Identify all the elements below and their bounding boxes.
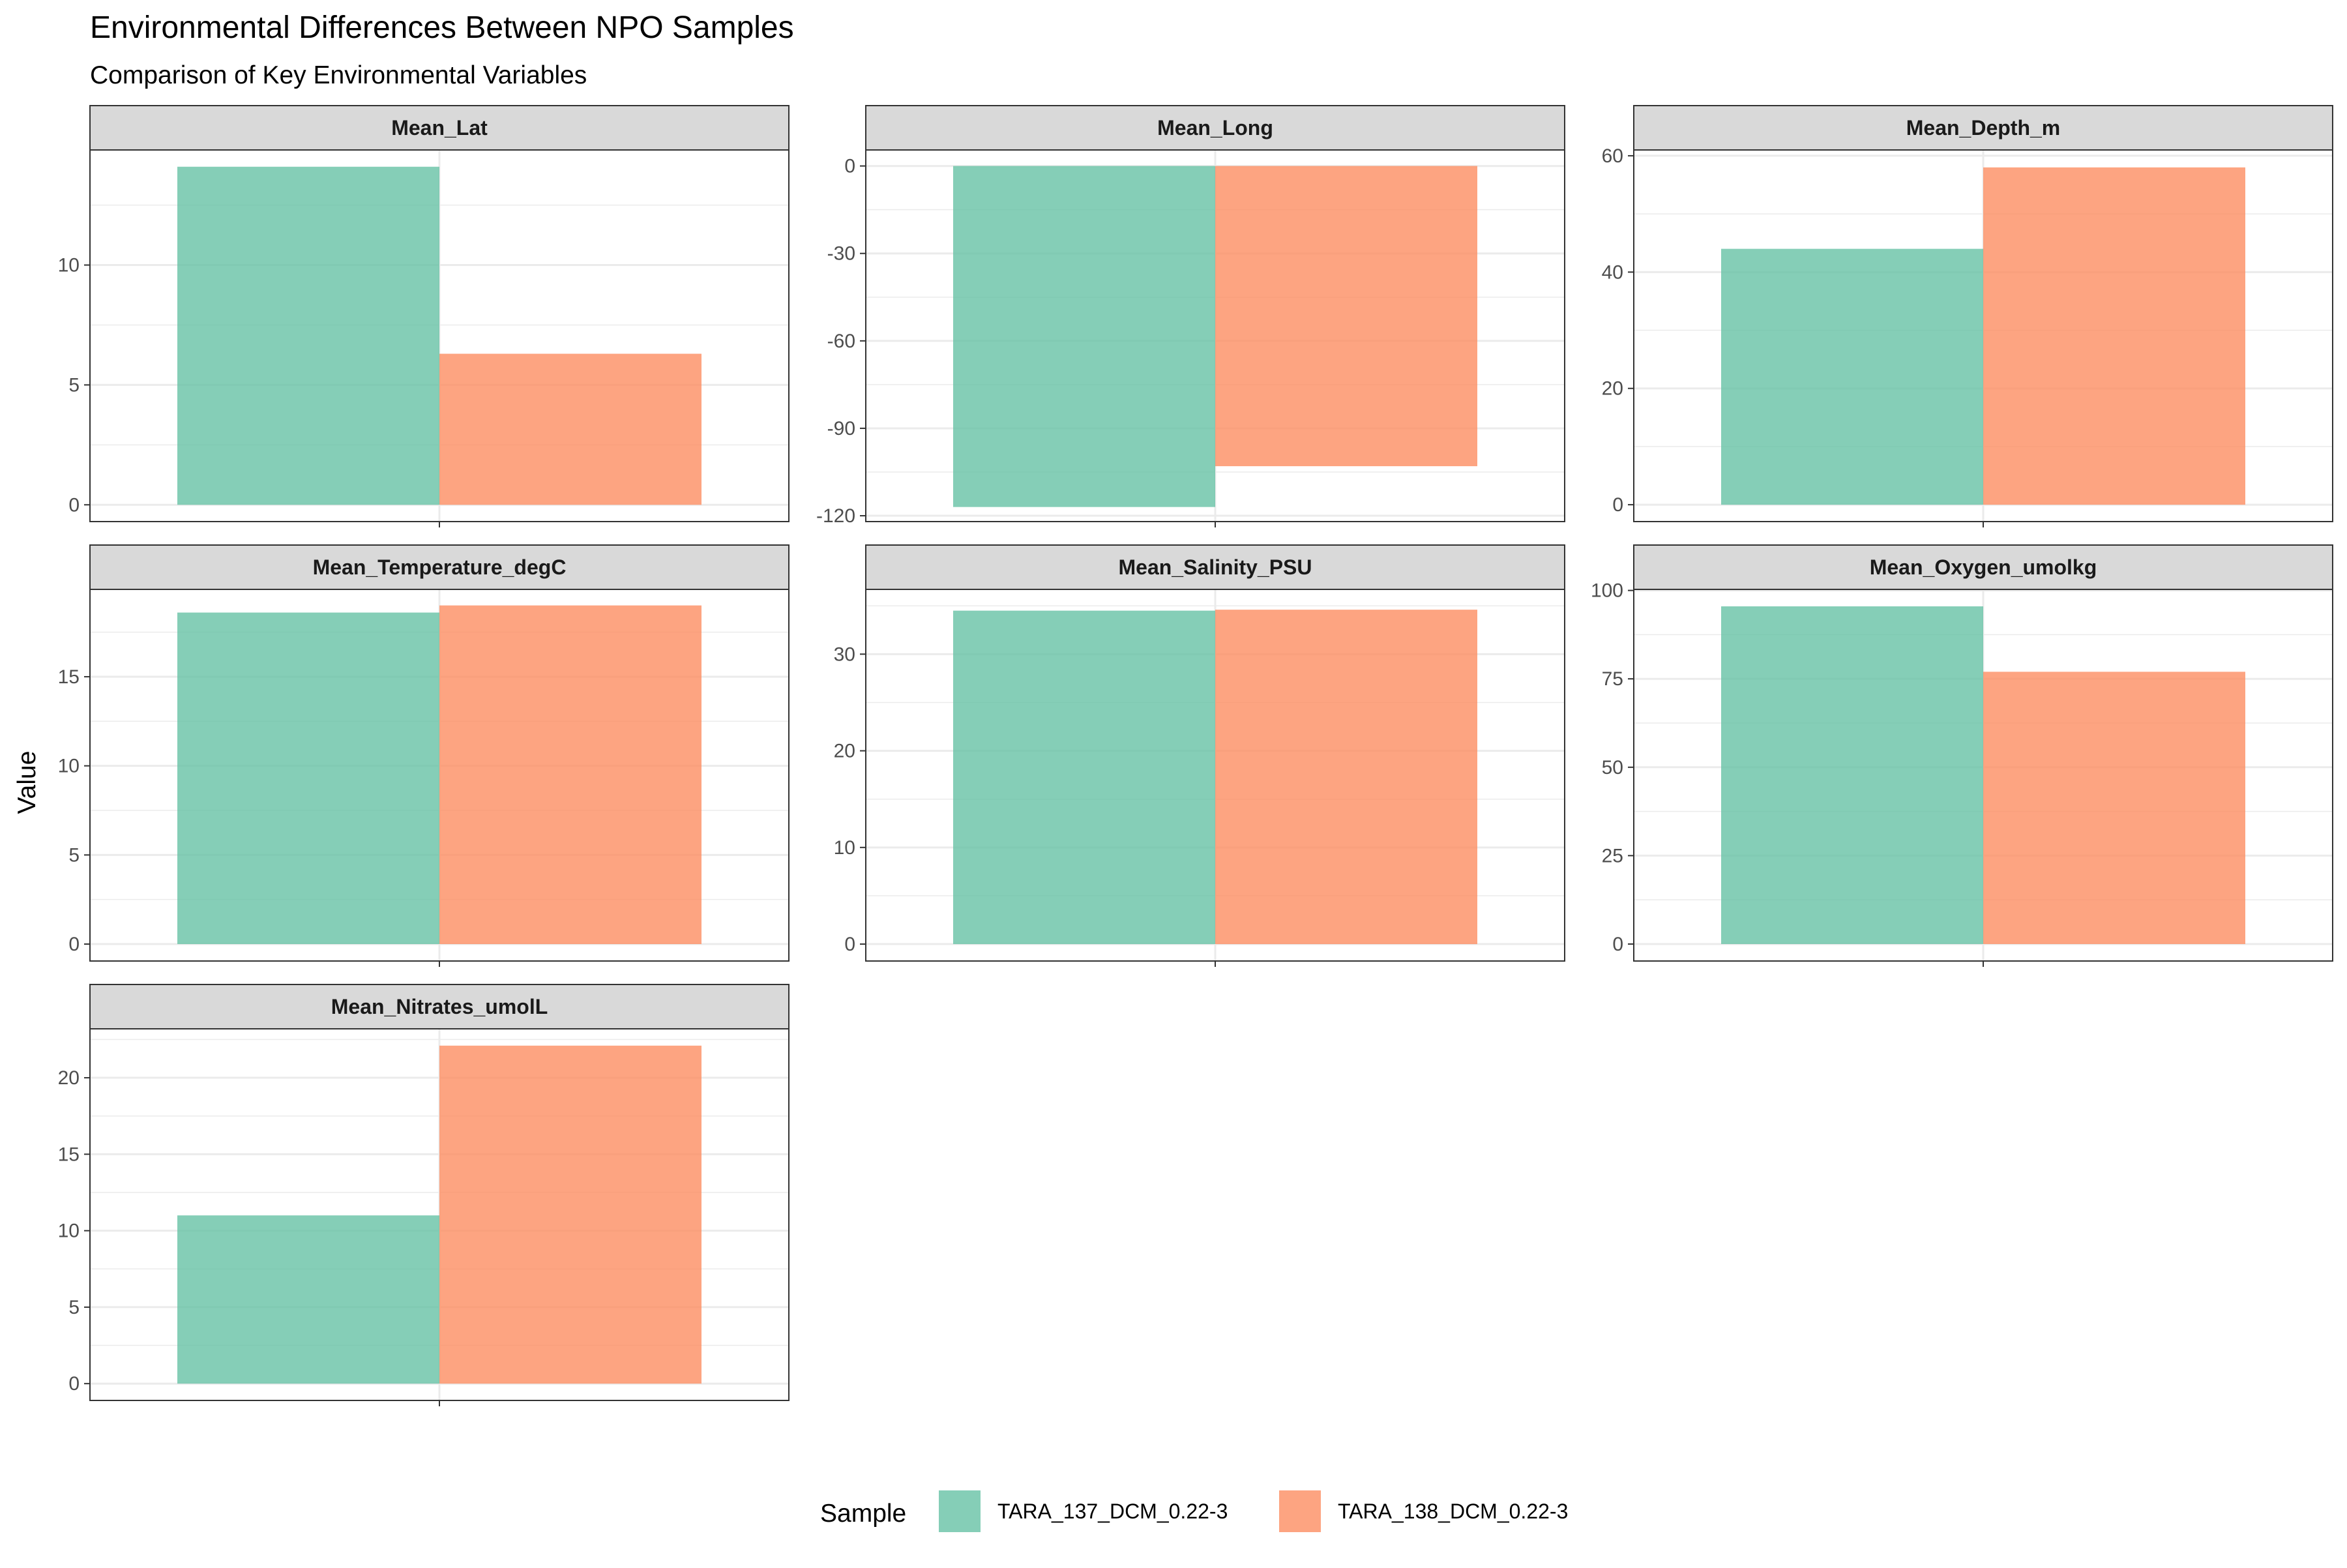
y-tick-label: 0 bbox=[844, 156, 855, 177]
bar-mean-long-tara-137 bbox=[953, 166, 1215, 507]
y-axis-label: Value bbox=[13, 751, 41, 814]
facet-strip bbox=[89, 984, 790, 1029]
bar-mean-nitrates-umoll-tara-137 bbox=[177, 1215, 439, 1384]
legend-swatch-tara-138 bbox=[1279, 1490, 1321, 1532]
facet-strip-label: Mean_Nitrates_umolL bbox=[331, 995, 548, 1018]
facet-strip-label: Mean_Lat bbox=[391, 116, 488, 140]
bar-mean-oxygen-umolkg-tara-137 bbox=[1721, 606, 1983, 944]
facet-mean-oxygen-umolkg: Mean_Oxygen_umolkg 0 25 50 75 100 bbox=[1591, 544, 2333, 967]
bar-mean-nitrates-umoll-tara-138 bbox=[439, 1045, 701, 1384]
y-tick-label: 20 bbox=[1602, 378, 1623, 400]
facet-strip bbox=[1633, 105, 2333, 151]
facet-mean-salinity-psu: Mean_Salinity_PSU 0 10 20 30 bbox=[834, 544, 1565, 967]
y-tick-label: -30 bbox=[827, 243, 855, 265]
y-tick-label: 10 bbox=[58, 756, 80, 777]
y-tick-label: -60 bbox=[827, 331, 855, 352]
bar-mean-salinity-psu-tara-137 bbox=[953, 610, 1215, 945]
bar-mean-temperature-degc-tara-138 bbox=[439, 605, 701, 945]
bar-mean-depth-m-tara-137 bbox=[1721, 248, 1983, 505]
panel-border bbox=[865, 589, 1565, 962]
facet-strip bbox=[89, 105, 790, 151]
facet-mean-long: Mean_Long -120 -90 -60 -30 0 bbox=[816, 105, 1565, 527]
y-tick-label: 20 bbox=[58, 1067, 80, 1089]
panel-border bbox=[89, 589, 790, 962]
facet-mean-nitrates-umoll: Mean_Nitrates_umolL 0 5 10 15 20 bbox=[58, 984, 790, 1406]
facet-strip-label: Mean_Depth_m bbox=[1906, 116, 2061, 140]
facet-mean-temperature-degc: Mean_Temperature_degC 0 5 10 15 bbox=[58, 544, 790, 967]
y-tick-label: 100 bbox=[1591, 580, 1623, 602]
bar-mean-depth-m-tara-138 bbox=[1983, 167, 2245, 505]
panel-border bbox=[865, 149, 1565, 522]
y-tick-label: 0 bbox=[68, 494, 80, 516]
bar-mean-oxygen-umolkg-tara-138 bbox=[1983, 672, 2245, 944]
facet-strip bbox=[865, 105, 1565, 151]
bar-mean-temperature-degc-tara-137 bbox=[177, 612, 439, 945]
y-tick-label: 40 bbox=[1602, 261, 1623, 283]
facet-strip bbox=[1633, 544, 2333, 590]
panel-border bbox=[1633, 149, 2333, 522]
y-tick-label: 30 bbox=[834, 643, 855, 665]
y-tick-label: 60 bbox=[1602, 145, 1623, 167]
bar-mean-lat-tara-138 bbox=[439, 353, 701, 505]
y-tick-label: 75 bbox=[1602, 668, 1623, 690]
facet-strip-label: Mean_Oxygen_umolkg bbox=[1870, 555, 2097, 579]
facet-strip-label: Mean_Salinity_PSU bbox=[1119, 555, 1312, 579]
legend-title: Sample bbox=[820, 1500, 906, 1528]
y-tick-label: 15 bbox=[58, 1144, 80, 1165]
chart-subtitle: Comparison of Key Environmental Variable… bbox=[90, 61, 587, 89]
y-tick-label: -90 bbox=[827, 418, 855, 439]
y-tick-label: 0 bbox=[68, 1373, 80, 1395]
bar-mean-salinity-psu-tara-138 bbox=[1215, 610, 1477, 945]
facet-strip bbox=[865, 544, 1565, 590]
legend: Sample TARA_137_DCM_0.22-3 TARA_138_DCM_… bbox=[820, 1490, 1568, 1532]
y-tick-label: 0 bbox=[68, 934, 80, 955]
y-tick-label: 5 bbox=[68, 1297, 80, 1318]
y-tick-label: 5 bbox=[68, 844, 80, 866]
facet-panels: Mean_Lat0510Mean_Long-120-90-60-300Mean_… bbox=[58, 105, 2333, 1406]
y-tick-label: 10 bbox=[58, 1220, 80, 1242]
panel-border bbox=[1633, 589, 2333, 962]
legend-swatch-tara-137 bbox=[939, 1490, 981, 1532]
facet-strip-label: Mean_Temperature_degC bbox=[313, 555, 567, 579]
facet-mean-lat: Mean_Lat 0 5 10 bbox=[58, 105, 790, 527]
y-tick-label: 5 bbox=[68, 374, 80, 396]
y-tick-label: 15 bbox=[58, 666, 80, 688]
y-tick-label: 50 bbox=[1602, 757, 1623, 778]
chart-title: Environmental Differences Between NPO Sa… bbox=[90, 10, 794, 45]
bar-mean-lat-tara-137 bbox=[177, 166, 439, 505]
panel-border bbox=[89, 1028, 790, 1401]
y-tick-label: 25 bbox=[1602, 845, 1623, 866]
y-tick-label: 0 bbox=[1612, 934, 1623, 955]
y-tick-label: -120 bbox=[816, 505, 855, 527]
facet-strip-label: Mean_Long bbox=[1157, 116, 1273, 140]
y-tick-label: 20 bbox=[834, 741, 855, 762]
legend-label-tara-138: TARA_138_DCM_0.22-3 bbox=[1338, 1500, 1568, 1523]
y-tick-label: 10 bbox=[834, 837, 855, 859]
y-tick-label: 0 bbox=[1612, 494, 1623, 516]
panel-border bbox=[89, 149, 790, 522]
facet-mean-depth-m: Mean_Depth_m 0 20 40 60 bbox=[1602, 105, 2333, 527]
bar-mean-long-tara-138 bbox=[1215, 166, 1477, 467]
legend-label-tara-137: TARA_137_DCM_0.22-3 bbox=[997, 1500, 1228, 1523]
y-tick-label: 0 bbox=[844, 934, 855, 955]
y-tick-label: 10 bbox=[58, 255, 80, 276]
